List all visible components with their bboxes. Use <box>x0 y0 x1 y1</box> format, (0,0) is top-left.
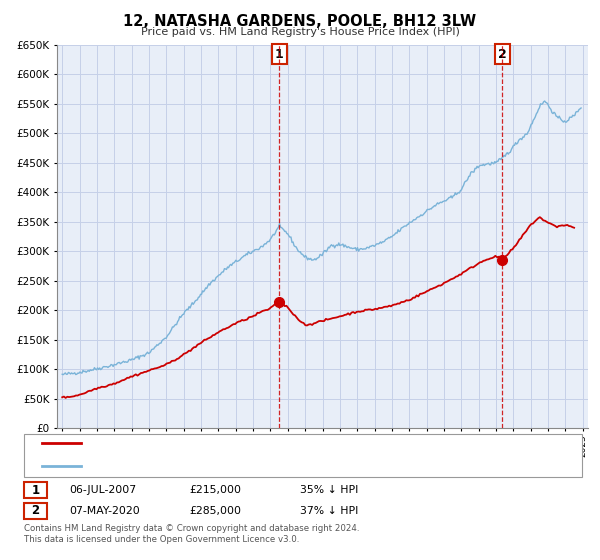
Text: 37% ↓ HPI: 37% ↓ HPI <box>300 506 358 516</box>
Text: This data is licensed under the Open Government Licence v3.0.: This data is licensed under the Open Gov… <box>24 535 299 544</box>
Text: 12, NATASHA GARDENS, POOLE, BH12 3LW: 12, NATASHA GARDENS, POOLE, BH12 3LW <box>124 14 476 29</box>
Text: HPI: Average price, detached house, Bournemouth Christchurch and Poole: HPI: Average price, detached house, Bour… <box>87 461 458 470</box>
Text: 12, NATASHA GARDENS, POOLE, BH12 3LW (detached house): 12, NATASHA GARDENS, POOLE, BH12 3LW (de… <box>87 438 392 448</box>
Text: £285,000: £285,000 <box>189 506 241 516</box>
Text: 1: 1 <box>275 48 284 60</box>
Text: Contains HM Land Registry data © Crown copyright and database right 2024.: Contains HM Land Registry data © Crown c… <box>24 524 359 533</box>
Text: 1: 1 <box>31 483 40 497</box>
Text: £215,000: £215,000 <box>189 485 241 495</box>
Text: 06-JUL-2007: 06-JUL-2007 <box>69 485 136 495</box>
Text: Price paid vs. HM Land Registry's House Price Index (HPI): Price paid vs. HM Land Registry's House … <box>140 27 460 37</box>
Text: 2: 2 <box>498 48 506 60</box>
Text: 2: 2 <box>31 504 40 517</box>
Text: 35% ↓ HPI: 35% ↓ HPI <box>300 485 358 495</box>
Text: 07-MAY-2020: 07-MAY-2020 <box>69 506 140 516</box>
